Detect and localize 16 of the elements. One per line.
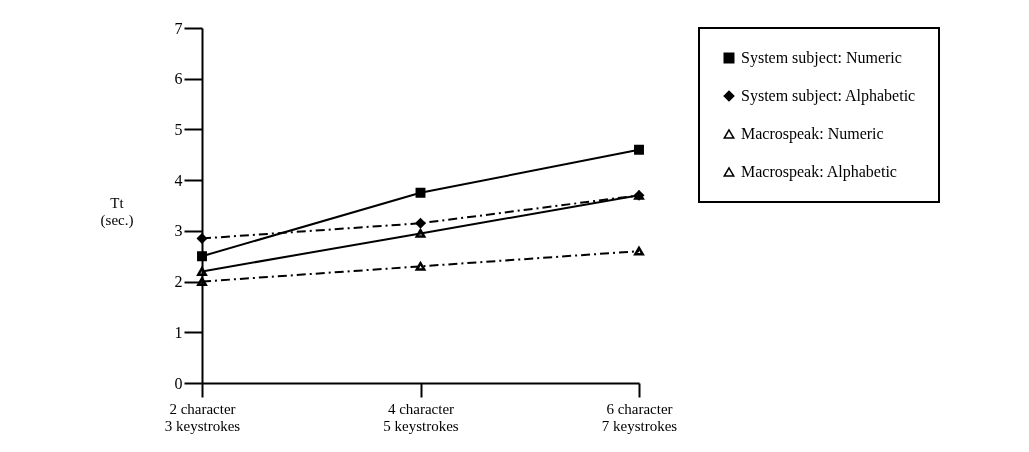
x-tick-label: 4 character 5 keystrokes (383, 400, 459, 434)
y-tick-label: 6 (174, 70, 183, 88)
x-tick-label: 6 character 7 keystrokes (601, 400, 678, 434)
y-tick-label: 5 (174, 120, 183, 138)
legend-label: Macrospeak: Alphabetic (741, 163, 897, 181)
y-tick-label: 1 (174, 323, 183, 341)
y-axis-title: Tt (sec.) (100, 195, 134, 229)
legend-label: Macrospeak: Numeric (741, 125, 884, 143)
x-tick-label: 2 character 3 keystrokes (164, 400, 241, 434)
y-tick-label: 7 (174, 19, 183, 37)
legend-label: System subject: Numeric (741, 49, 902, 67)
y-tick-label: 4 (174, 171, 183, 189)
legend-label: System subject: Alphabetic (741, 87, 916, 105)
y-tick-label: 3 (174, 222, 183, 240)
y-tick-label: 2 (174, 273, 183, 291)
y-tick-label: 0 (174, 374, 183, 392)
